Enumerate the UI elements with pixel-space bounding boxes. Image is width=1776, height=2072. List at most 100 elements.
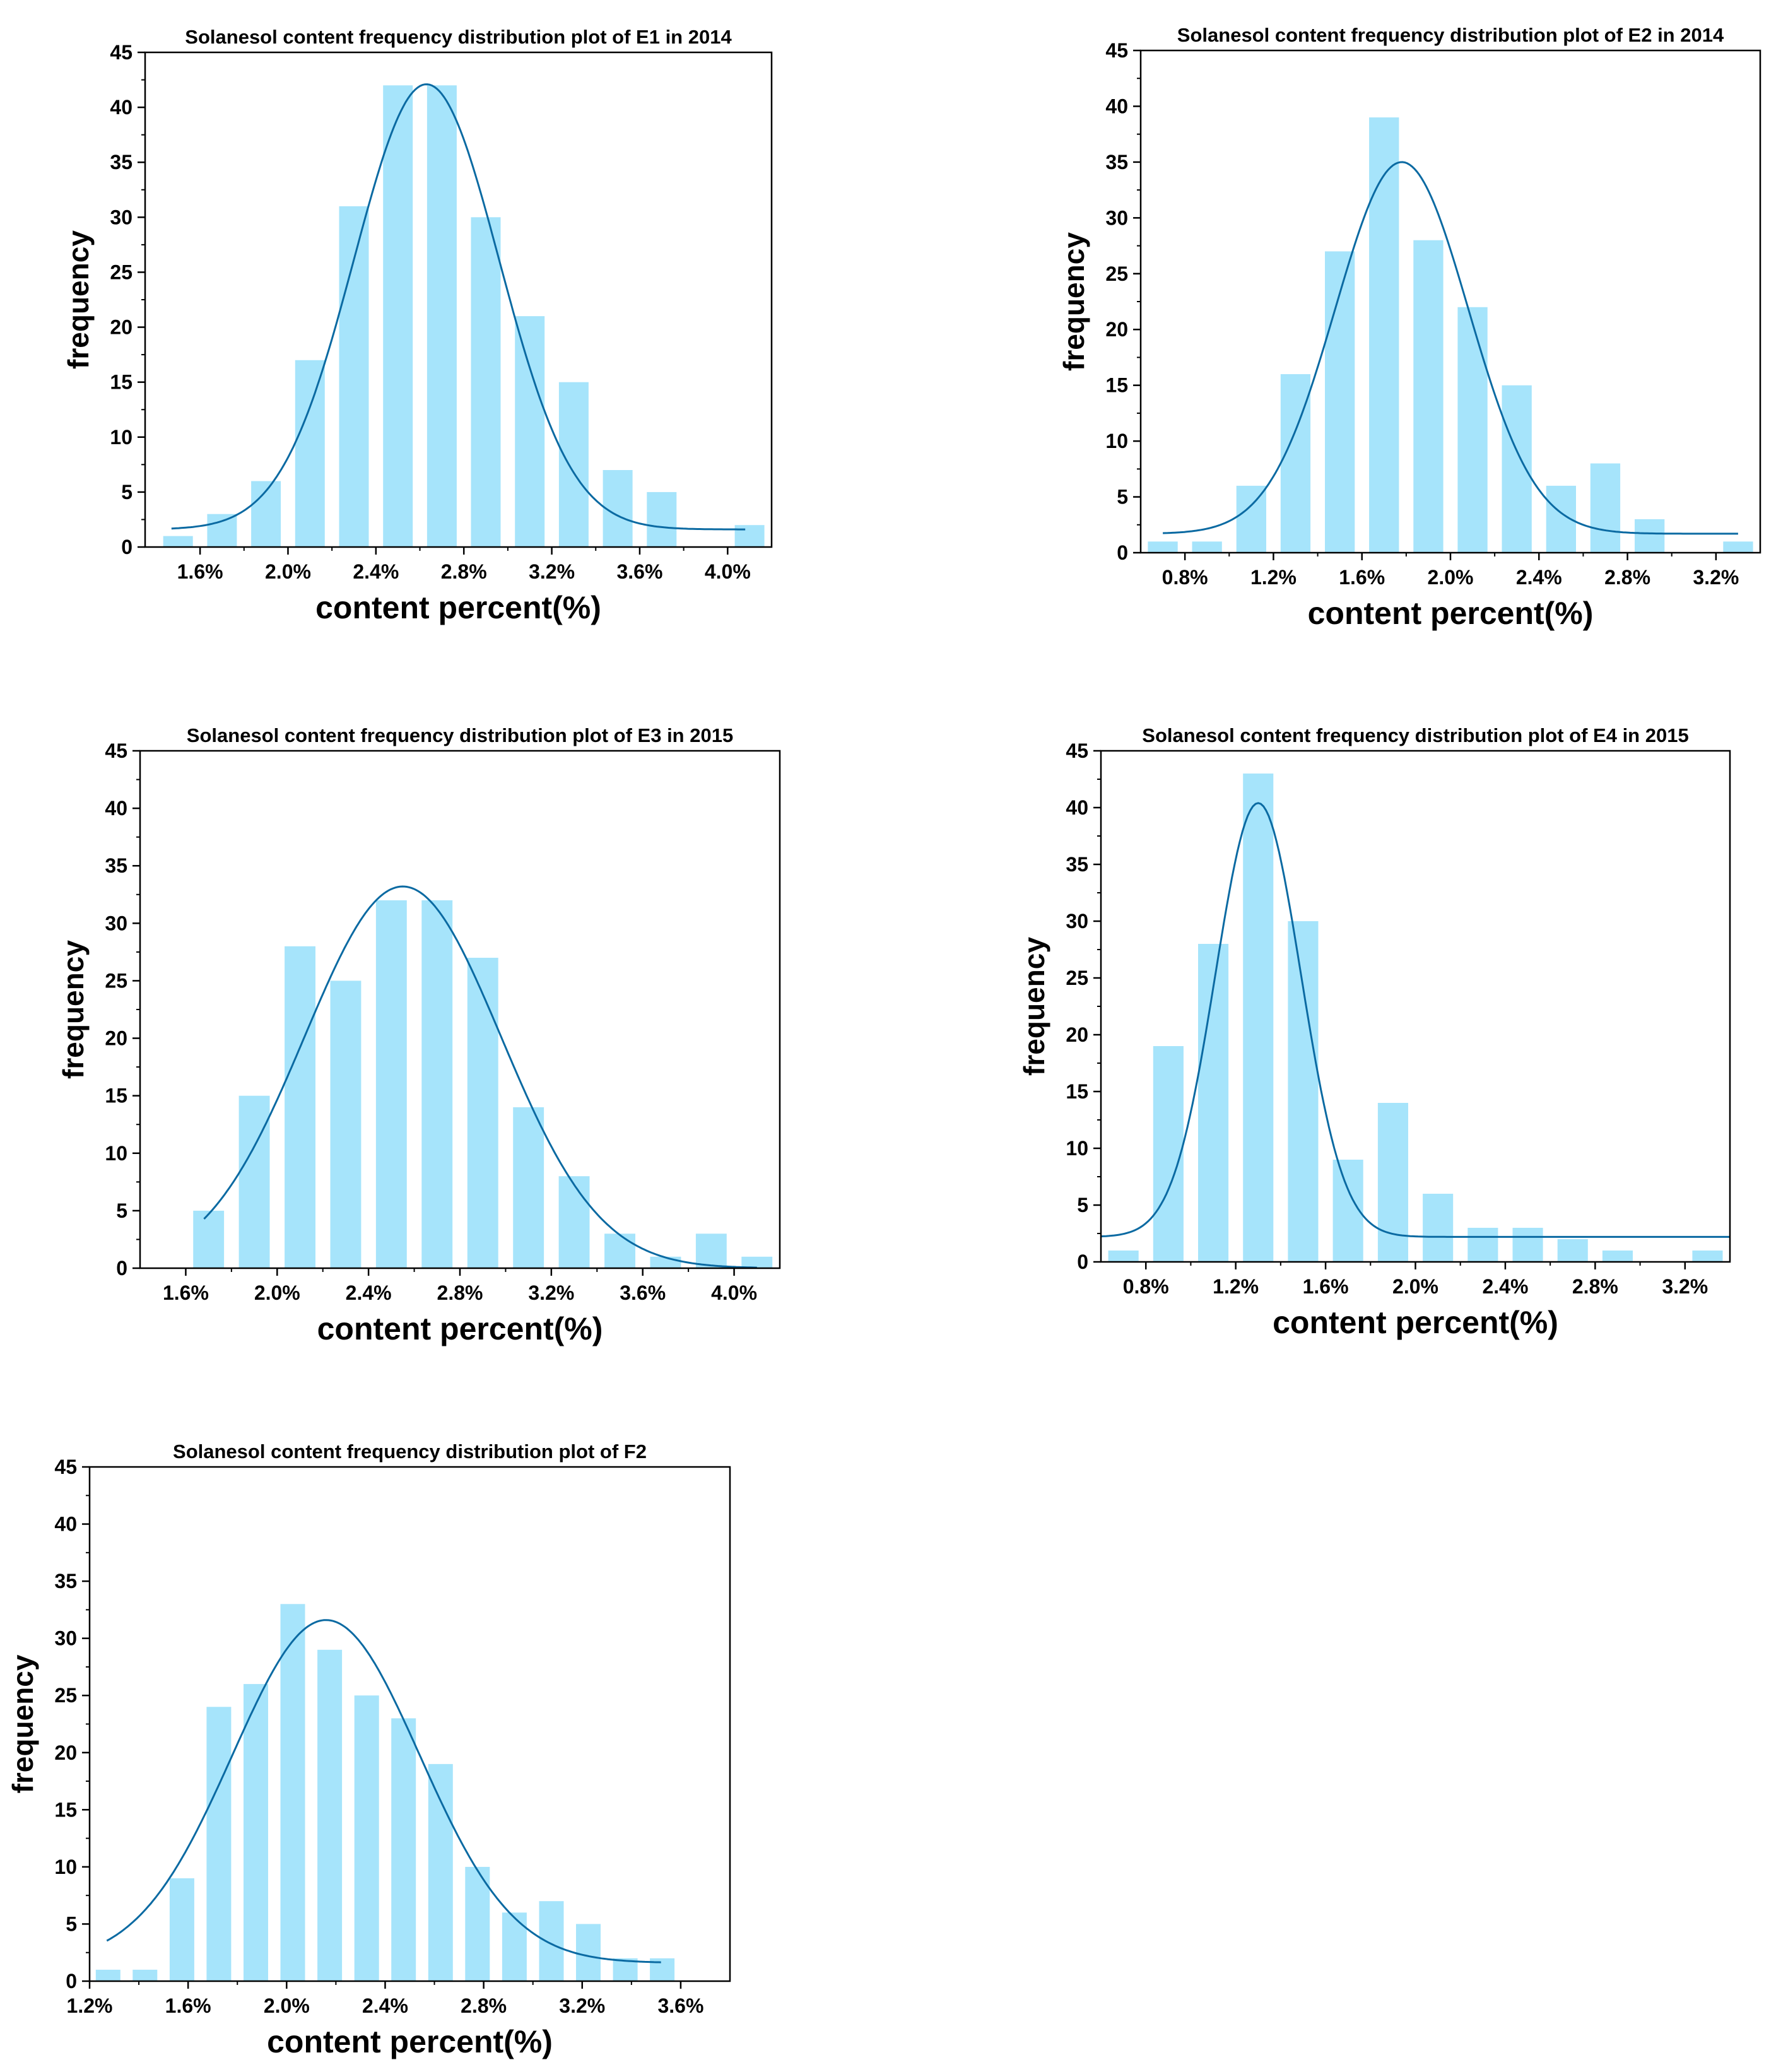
y-tick-label: 15 xyxy=(110,371,132,394)
y-tick-label: 45 xyxy=(105,739,127,762)
y-tick-label: 40 xyxy=(1066,796,1088,819)
y-tick-label: 15 xyxy=(1066,1080,1088,1103)
bar xyxy=(502,1912,527,1981)
y-tick-label: 30 xyxy=(54,1627,77,1650)
plot-frame xyxy=(1100,750,1731,1263)
x-tick-label: 2.4% xyxy=(353,560,399,583)
bar xyxy=(576,1924,601,1981)
bar xyxy=(295,360,325,547)
fit-curve xyxy=(106,1619,661,1963)
y-tick-label: 0 xyxy=(1117,541,1128,564)
chart-e4-2015: 0 5 10 15 20 25 30 35 40 45 0.8% 1.2% 1.6% 2.0% 2.4% 2.… xyxy=(1018,724,1731,1340)
x-tick-label: 2.0% xyxy=(265,560,311,583)
bar xyxy=(539,1901,564,1981)
y-tick-label: 30 xyxy=(1066,910,1088,933)
bar xyxy=(1502,385,1532,553)
bar xyxy=(604,1233,635,1268)
x-tick-label: 3.6% xyxy=(620,1281,666,1304)
bar xyxy=(515,316,545,547)
y-axis-label: frequency xyxy=(1057,232,1090,371)
bar xyxy=(471,217,501,547)
x-tick-label: 2.8% xyxy=(461,1994,507,2017)
y-tick-label: 5 xyxy=(116,1199,127,1222)
y-tick-label: 15 xyxy=(105,1085,127,1107)
bar xyxy=(1192,541,1222,553)
x-tick-label: 2.0% xyxy=(1428,566,1474,589)
bar xyxy=(1198,944,1229,1262)
y-tick-label: 40 xyxy=(1105,95,1128,117)
bar xyxy=(1148,541,1178,553)
x-tick-label: 2.0% xyxy=(254,1281,300,1304)
bar xyxy=(391,1718,416,1981)
x-tick-label: 2.4% xyxy=(362,1994,408,2017)
bar xyxy=(280,1604,305,1981)
bar xyxy=(1413,240,1444,553)
chart-e1-2014: 0 5 10 15 20 25 30 35 40 45 1.6% 2.0% 2.4% 2.8% 3.2% 3.… xyxy=(62,26,773,625)
chart-title: Solanesol content frequency distribution… xyxy=(1177,24,1724,46)
bar xyxy=(1236,485,1266,553)
y-tick-label: 25 xyxy=(105,969,127,992)
bar xyxy=(95,1969,121,1981)
y-tick-label: 10 xyxy=(105,1142,127,1165)
y-tick-label: 35 xyxy=(105,854,127,877)
bar xyxy=(741,1256,773,1268)
chart-title: Solanesol content frequency distribution… xyxy=(185,26,732,48)
y-tick-label: 20 xyxy=(1105,318,1128,341)
fit-curve xyxy=(171,83,746,531)
bar xyxy=(383,85,413,548)
x-tick-label: 2.4% xyxy=(1516,566,1562,589)
fit-curve xyxy=(1163,161,1738,535)
y-axis-label: frequency xyxy=(1018,937,1050,1076)
x-tick-label: 3.2% xyxy=(528,1281,574,1304)
x-tick-label: 0.8% xyxy=(1162,566,1208,589)
y-tick-label: 5 xyxy=(1077,1194,1088,1216)
y-tick-label: 5 xyxy=(66,1912,77,1935)
y-tick-label: 30 xyxy=(105,912,127,934)
y-tick-label: 0 xyxy=(1077,1251,1088,1273)
bar xyxy=(465,1866,490,1981)
x-tick-label: 3.6% xyxy=(657,1994,703,2017)
y-tick-label: 40 xyxy=(105,797,127,820)
bar xyxy=(467,958,498,1268)
y-axis-label: frequency xyxy=(62,230,95,369)
y-tick-label: 45 xyxy=(110,41,132,64)
bar xyxy=(1153,1046,1184,1262)
fit-curve xyxy=(1100,802,1730,1238)
bar xyxy=(375,900,407,1268)
x-tick-label: 1.6% xyxy=(163,1281,209,1304)
x-tick-label: 3.2% xyxy=(559,1994,605,2017)
plot-frame xyxy=(1139,49,1761,554)
x-tick-label: 1.6% xyxy=(177,560,223,583)
y-tick-label: 10 xyxy=(110,426,132,449)
y-tick-label: 25 xyxy=(1066,967,1088,989)
y-tick-label: 35 xyxy=(110,151,132,174)
x-tick-label: 0.8% xyxy=(1123,1275,1169,1298)
bar xyxy=(428,1763,453,1981)
chart-title: Solanesol content frequency distribution… xyxy=(187,724,733,746)
bar xyxy=(1423,1194,1454,1262)
y-tick-label: 35 xyxy=(54,1570,77,1592)
x-tick-label: 3.2% xyxy=(529,560,575,583)
y-tick-label: 40 xyxy=(54,1513,77,1536)
bar xyxy=(1635,519,1665,553)
x-tick-label: 2.8% xyxy=(437,1281,483,1304)
bar xyxy=(354,1695,379,1981)
x-tick-label: 3.6% xyxy=(616,560,662,583)
bar xyxy=(1369,117,1399,553)
y-tick-label: 20 xyxy=(105,1027,127,1050)
x-tick-label: 2.8% xyxy=(1604,566,1650,589)
bar xyxy=(1723,541,1753,553)
y-tick-label: 10 xyxy=(1066,1137,1088,1160)
bar xyxy=(238,1095,270,1268)
x-tick-label: 4.0% xyxy=(711,1281,757,1304)
y-axis-label: frequency xyxy=(57,940,90,1079)
y-tick-label: 25 xyxy=(1105,262,1128,285)
x-tick-label: 2.8% xyxy=(441,560,487,583)
x-tick-label: 2.0% xyxy=(264,1994,310,2017)
chart-title: Solanesol content frequency distribution… xyxy=(173,1440,647,1463)
bar xyxy=(169,1878,194,1981)
x-tick-label: 2.0% xyxy=(1392,1275,1438,1298)
bar xyxy=(603,470,633,547)
x-axis-label: content percent(%) xyxy=(317,1311,603,1346)
